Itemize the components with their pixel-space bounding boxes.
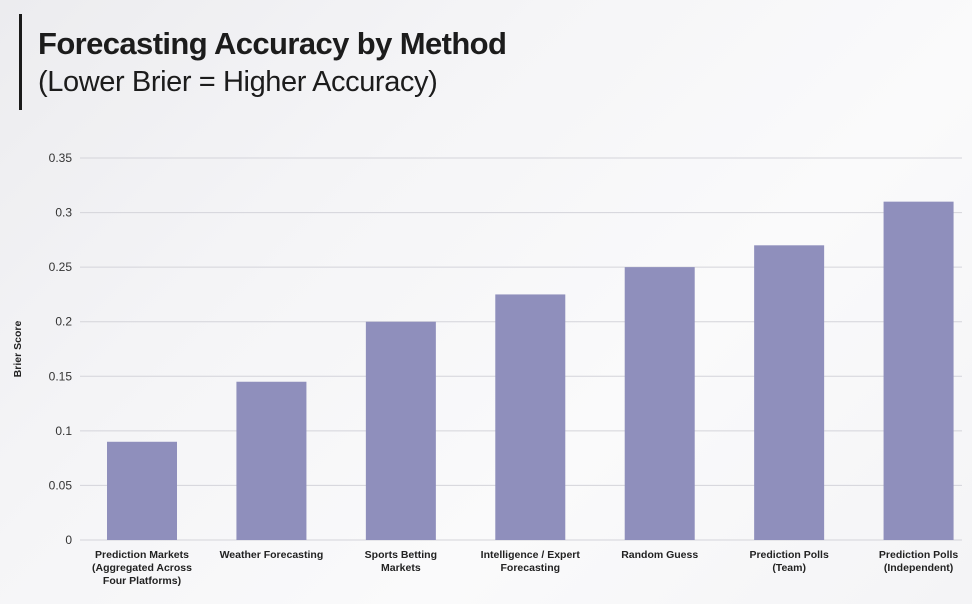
x-category-label: Random Guess (621, 549, 698, 561)
y-tick-label: 0.35 (49, 151, 73, 165)
chart-title: Forecasting Accuracy by Method (38, 26, 507, 61)
x-category-label: Prediction Markets (Aggregated Across Four… (92, 549, 192, 587)
y-tick-label: 0 (65, 533, 72, 547)
chart-subtitle: (Lower Brier = Higher Accuracy) (38, 66, 438, 98)
bar (495, 294, 566, 540)
x-category-label: Prediction Polls (Team) (749, 549, 829, 574)
bar (624, 267, 695, 540)
y-tick-label: 0.1 (55, 424, 72, 438)
y-tick-label: 0.2 (55, 315, 72, 329)
bar (236, 381, 307, 540)
x-category-label: Weather Forecasting (220, 549, 324, 561)
title-accent-bar (19, 14, 22, 110)
x-category-label: Intelligence / Expert Forecasting (481, 549, 581, 574)
bar (883, 201, 954, 540)
y-tick-label: 0.05 (49, 478, 73, 492)
bar (365, 321, 436, 540)
y-tick-label: 0.15 (49, 369, 73, 383)
x-category-label: Sports Betting Markets (365, 549, 437, 574)
x-category-label: Prediction Polls (Independent) (879, 549, 959, 574)
y-tick-label: 0.25 (49, 260, 73, 274)
y-tick-label: 0.3 (55, 206, 72, 220)
bar (754, 245, 825, 541)
y-axis-label: Brier Score (12, 321, 24, 378)
bar (107, 441, 177, 540)
